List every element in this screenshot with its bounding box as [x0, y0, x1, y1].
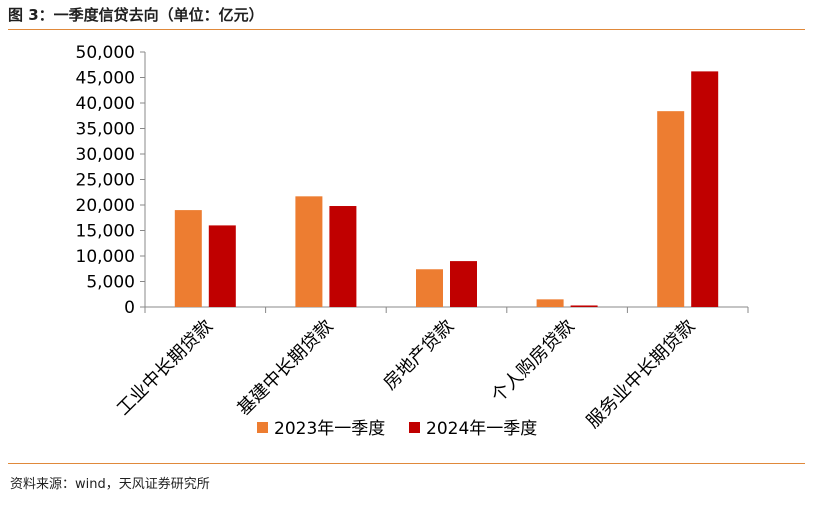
legend-label-2023: 2023年一季度: [274, 419, 385, 439]
source-note: 资料来源：wind，天风证券研究所: [10, 477, 210, 492]
y-tick-label: 25,000: [76, 171, 135, 191]
bar-2023-2: [416, 269, 443, 307]
legend-swatch-2023: [257, 422, 268, 433]
bar-2024-0: [208, 225, 236, 307]
footer-divider: [8, 463, 805, 464]
figure-title: 图 3：一季度信贷去向（单位：亿元）: [8, 6, 264, 24]
y-tick-label: 5,000: [86, 273, 135, 293]
x-axis: [144, 306, 749, 313]
category-label: 基建中长期贷款: [233, 316, 337, 420]
y-tick-label: 15,000: [76, 222, 135, 242]
category-label: 服务业中长期贷款: [583, 316, 700, 433]
bars-group: [174, 71, 719, 307]
y-tick-label: 0: [124, 298, 135, 318]
category-labels: 工业中长期贷款 基建中长期贷款 房地产贷款 个人购房贷款 服务业中长期贷款: [113, 316, 699, 433]
legend-swatch-2024: [409, 422, 420, 433]
y-tick-label: 10,000: [76, 247, 135, 267]
y-tick-label: 50,000: [76, 43, 135, 63]
bar-2024-4: [691, 71, 719, 307]
y-axis: 0 5,000 10,000 15,000 20,000 25,000 30,000 35,0…: [76, 43, 146, 318]
y-tick-label: 35,000: [76, 120, 135, 140]
y-tick-label: 20,000: [76, 196, 135, 216]
bar-2024-2: [450, 261, 477, 307]
bar-2024-1: [329, 206, 357, 307]
y-tick-label: 45,000: [76, 69, 135, 89]
title-divider: [8, 29, 805, 30]
y-tick-label: 40,000: [76, 94, 135, 114]
legend-label-2024: 2024年一季度: [426, 419, 537, 439]
bar-2024-3: [570, 305, 598, 307]
category-label: 房地产贷款: [380, 316, 458, 394]
bar-2023-1: [295, 196, 323, 307]
legend: 2023年一季度 2024年一季度: [257, 419, 537, 439]
category-label: 个人购房贷款: [487, 316, 578, 407]
bar-2023-3: [536, 299, 564, 307]
bar-2023-4: [657, 111, 685, 307]
category-label: 工业中长期贷款: [113, 316, 217, 420]
y-tick-label: 30,000: [76, 145, 135, 165]
bar-2023-0: [174, 210, 202, 307]
